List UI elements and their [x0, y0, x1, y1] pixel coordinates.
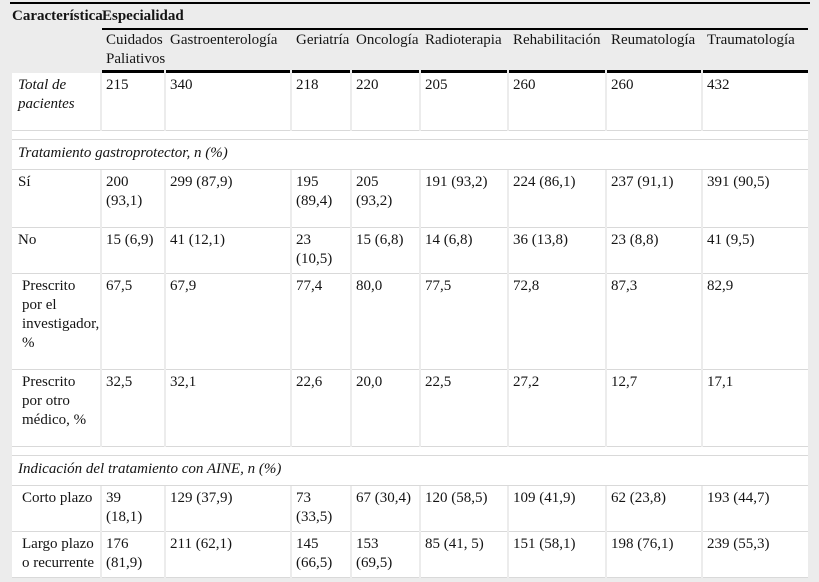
row-label: Prescrito por el investigador, %: [12, 274, 100, 370]
value-cell: 220: [352, 73, 419, 131]
value-cell: 14 (6,8): [421, 228, 507, 274]
blank-header-cell: [12, 30, 100, 73]
value-cell: 237 (91,1): [607, 170, 701, 228]
value-cell: 17,1: [703, 370, 809, 447]
value-cell: 153 (69,5): [352, 532, 419, 578]
column-header: Rehabilitación: [509, 30, 605, 73]
specialty-header: Especialidad: [102, 4, 809, 30]
value-cell: 195 (89,4): [292, 170, 350, 228]
column-header: Radioterapia: [421, 30, 507, 73]
column-header: Oncología: [352, 30, 419, 73]
value-cell: 299 (87,9): [166, 170, 290, 228]
section-label: Tratamiento gastroprotector, n (%): [12, 140, 809, 170]
spacer-row: [12, 131, 809, 140]
value-cell: 218: [292, 73, 350, 131]
spacer-row: [12, 447, 809, 456]
value-cell: 145 (66,5): [292, 532, 350, 578]
value-cell: 77,5: [421, 274, 507, 370]
value-cell: 32,5: [102, 370, 164, 447]
value-cell: 200 (93,1): [102, 170, 164, 228]
row-label: No: [12, 228, 100, 274]
value-cell: 191 (93,2): [421, 170, 507, 228]
value-cell: 67 (30,4): [352, 486, 419, 532]
value-cell: 120 (58,5): [421, 486, 507, 532]
row-label: Corto plazo: [12, 486, 100, 532]
value-cell: 67,9: [166, 274, 290, 370]
value-cell: 23 (10,5): [292, 228, 350, 274]
section-row: Tratamiento gastroprotector, n (%): [12, 140, 809, 170]
table-row: Sí 200 (93,1) 299 (87,9) 195 (89,4) 205 (93,…: [12, 170, 809, 228]
table-row: Largo plazo o recurrente 176 (81,9) 211 (6…: [12, 532, 809, 578]
value-cell: 82,9: [703, 274, 809, 370]
value-cell: 87,3: [607, 274, 701, 370]
row-label: Sí: [12, 170, 100, 228]
value-cell: 20,0: [352, 370, 419, 447]
value-cell: 205: [421, 73, 507, 131]
section-label: Indicación del tratamiento con AINE, n (…: [12, 456, 809, 486]
value-cell: 15 (6,9): [102, 228, 164, 274]
value-cell: 72,8: [509, 274, 605, 370]
value-cell: 239 (55,3): [703, 532, 809, 578]
row-label: Total de pacientes: [12, 73, 100, 131]
value-cell: 205 (93,2): [352, 170, 419, 228]
value-cell: 193 (44,7): [703, 486, 809, 532]
value-cell: 80,0: [352, 274, 419, 370]
value-cell: 224 (86,1): [509, 170, 605, 228]
value-cell: 41 (12,1): [166, 228, 290, 274]
value-cell: 62 (23,8): [607, 486, 701, 532]
header-row-characteristic: Característica Especialidad: [12, 4, 809, 30]
value-cell: 27,2: [509, 370, 605, 447]
value-cell: 67,5: [102, 274, 164, 370]
value-cell: 260: [509, 73, 605, 131]
table-row: Prescrito por el investigador, % 67,5 67,9…: [12, 274, 809, 370]
specialty-table: Característica Especialidad Cuidados Pal…: [10, 2, 811, 578]
value-cell: 211 (62,1): [166, 532, 290, 578]
value-cell: 391 (90,5): [703, 170, 809, 228]
spacer-cell: [12, 447, 809, 456]
column-header: Geriatría: [292, 30, 350, 73]
table-row: Prescrito por otro médico, % 32,5 32,1 22,6…: [12, 370, 809, 447]
header-row-columns: Cuidados Paliativos Gastroenterología Geri…: [12, 30, 809, 73]
value-cell: 176 (81,9): [102, 532, 164, 578]
section-row: Indicación del tratamiento con AINE, n (…: [12, 456, 809, 486]
value-cell: 36 (13,8): [509, 228, 605, 274]
characteristic-header: Característica: [12, 8, 103, 24]
value-cell: 198 (76,1): [607, 532, 701, 578]
column-header: Gastroenterología: [166, 30, 290, 73]
value-cell: 23 (8,8): [607, 228, 701, 274]
column-header: Traumatología: [703, 30, 809, 73]
value-cell: 39 (18,1): [102, 486, 164, 532]
row-label: Largo plazo o recurrente: [12, 532, 100, 578]
value-cell: 32,1: [166, 370, 290, 447]
column-header: Cuidados Paliativos: [102, 30, 165, 73]
value-cell: 85 (41, 5): [421, 532, 507, 578]
table-row: Corto plazo 39 (18,1) 129 (37,9) 73 (33,5) 6…: [12, 486, 809, 532]
spacer-cell: [12, 131, 809, 140]
value-cell: 151 (58,1): [509, 532, 605, 578]
table-row: No 15 (6,9) 41 (12,1) 23 (10,5) 15 (6,8) 14 (…: [12, 228, 809, 274]
value-cell: 22,5: [421, 370, 507, 447]
value-cell: 109 (41,9): [509, 486, 605, 532]
value-cell: 215: [102, 73, 164, 131]
value-cell: 22,6: [292, 370, 350, 447]
value-cell: 41 (9,5): [703, 228, 809, 274]
row-label: Prescrito por otro médico, %: [12, 370, 100, 447]
value-cell: 77,4: [292, 274, 350, 370]
value-cell: 129 (37,9): [166, 486, 290, 532]
value-cell: 15 (6,8): [352, 228, 419, 274]
value-cell: 73 (33,5): [292, 486, 350, 532]
column-header: Reumatología: [607, 30, 701, 73]
value-cell: 432: [703, 73, 809, 131]
value-cell: 340: [166, 73, 290, 131]
value-cell: 260: [607, 73, 701, 131]
table-row: Total de pacientes 215 340 218 220 205 260 260 4…: [12, 73, 809, 131]
value-cell: 12,7: [607, 370, 701, 447]
